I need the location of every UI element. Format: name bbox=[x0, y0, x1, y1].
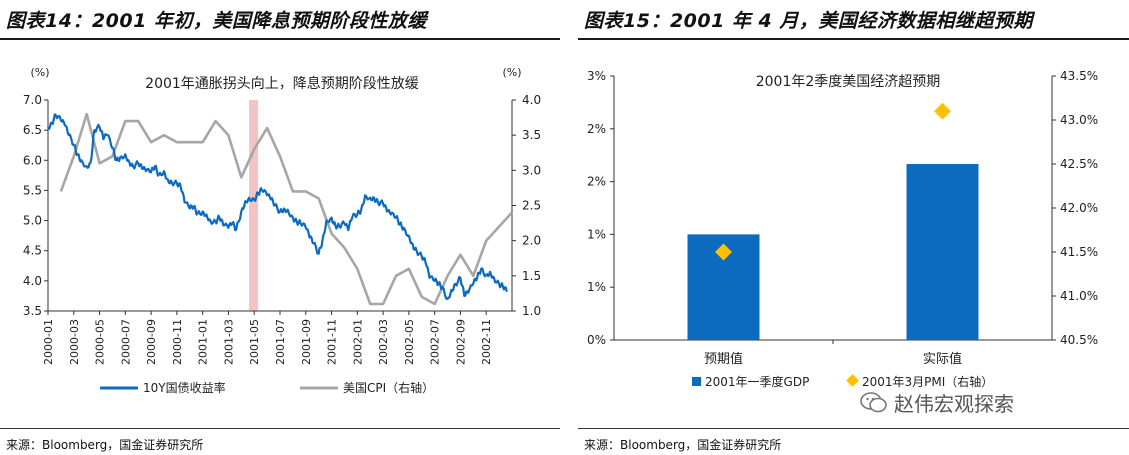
right-source: 来源：Bloomberg，国金证券研究所 bbox=[584, 438, 782, 452]
y-tick-label-left: 4.5 bbox=[23, 244, 42, 258]
y-tick-label-right: 42.5% bbox=[1060, 157, 1098, 171]
y-tick-label-right: 4.0 bbox=[522, 93, 541, 107]
right-bar-chart: 2001年2季度美国经济超预期 0% 1% 1% 2% 2% 3% 40.5% 41.0% 41… bbox=[587, 69, 1098, 389]
left-line-chart: 2001年通胀拐头向上，降息预期阶段性放缓 (%) (%) 3.5 4.0 4.5 5… bbox=[23, 66, 541, 395]
y-tick-label-left: 1% bbox=[587, 280, 606, 294]
left-axis-unit-right: (%) bbox=[502, 66, 521, 79]
x-tick-label: 2000-09 bbox=[145, 319, 158, 365]
left-source-rule bbox=[0, 428, 560, 429]
y-tick-label-left: 0% bbox=[587, 333, 606, 347]
left-figure-title: 图表14：2001 年初，美国降息预期阶段性放缓 bbox=[6, 10, 427, 32]
legend-label-10y: 10Y国债收益率 bbox=[143, 380, 226, 395]
right-chart-title: 2001年2季度美国经济超预期 bbox=[756, 74, 941, 90]
x-tick-label: 2002-11 bbox=[480, 319, 493, 365]
x-tick-label: 2001-11 bbox=[326, 319, 339, 365]
y-tick-label-right: 1.5 bbox=[522, 269, 541, 283]
x-tick-label: 2002-05 bbox=[403, 319, 416, 365]
pmi-diamond-marker bbox=[715, 243, 732, 261]
pmi-diamond-marker bbox=[934, 102, 951, 120]
x-tick-label: 2001-07 bbox=[274, 319, 287, 365]
x-category-label: 实际值 bbox=[923, 351, 962, 367]
y-tick-label-right: 1.0 bbox=[522, 304, 541, 318]
wechat-watermark: 赵伟宏观探索 bbox=[860, 388, 1014, 417]
x-tick-label: 2001-01 bbox=[197, 319, 210, 365]
y-tick-label-right: 43.5% bbox=[1060, 69, 1098, 83]
right-figure-title: 图表15：2001 年 4 月，美国经济数据相继超预期 bbox=[584, 10, 1033, 32]
x-tick-label: 2001-03 bbox=[222, 319, 235, 365]
y-tick-label-left: 3% bbox=[587, 69, 606, 83]
x-tick-label: 2002-07 bbox=[429, 319, 442, 365]
x-tick-label: 2002-03 bbox=[377, 319, 390, 365]
left-title-rule bbox=[0, 38, 560, 40]
left-chart-panel: 图表14：2001 年初，美国降息预期阶段性放缓 2001年通胀拐头向上，降息预… bbox=[0, 0, 560, 455]
y-tick-label-left: 7.0 bbox=[23, 93, 42, 107]
y-tick-label-right: 43.0% bbox=[1060, 113, 1098, 127]
watermark-text: 赵伟宏观探索 bbox=[894, 392, 1014, 416]
x-tick-label: 2000-01 bbox=[42, 319, 55, 365]
x-tick-label: 2002-09 bbox=[454, 319, 467, 365]
y-tick-label-right: 2.5 bbox=[522, 199, 541, 213]
y-tick-label-left: 5.5 bbox=[23, 183, 42, 197]
x-tick-label: 2000-03 bbox=[68, 319, 81, 365]
wechat-icon bbox=[860, 391, 887, 412]
left-source: 来源：Bloomberg，国金证券研究所 bbox=[6, 438, 204, 452]
y-tick-label-left: 6.0 bbox=[23, 153, 42, 167]
legend-swatch-pmi bbox=[846, 374, 859, 387]
y-tick-label-left: 6.5 bbox=[23, 123, 42, 137]
left-axis-unit-left: (%) bbox=[30, 66, 49, 79]
x-tick-label: 2002-01 bbox=[351, 319, 364, 365]
y-tick-label-left: 2% bbox=[587, 175, 606, 189]
legend-swatch-gdp bbox=[692, 377, 701, 386]
y-tick-label-left: 1% bbox=[587, 227, 606, 241]
y-tick-label-right: 41.0% bbox=[1060, 289, 1098, 303]
y-tick-label-right: 2.0 bbox=[522, 234, 541, 248]
x-tick-label: 2000-11 bbox=[171, 319, 184, 365]
y-tick-label-right: 3.0 bbox=[522, 163, 541, 177]
legend-label-cpi: 美国CPI（右轴） bbox=[343, 380, 434, 395]
y-tick-label-left: 3.5 bbox=[23, 304, 42, 318]
cpi-series-line bbox=[59, 112, 513, 306]
y-tick-label-left: 5.0 bbox=[23, 214, 42, 228]
x-tick-label: 2000-07 bbox=[119, 319, 132, 365]
x-category-label: 预期值 bbox=[704, 351, 743, 367]
y-tick-label-right: 3.5 bbox=[522, 128, 541, 142]
y-tick-label-left: 4.0 bbox=[23, 274, 42, 288]
left-chart-title: 2001年通胀拐头向上，降息预期阶段性放缓 bbox=[145, 75, 419, 92]
x-tick-label: 2000-05 bbox=[94, 319, 107, 365]
gdp-bar bbox=[906, 164, 979, 340]
treasury-10y-series-line bbox=[47, 113, 508, 300]
highlight-band bbox=[249, 100, 259, 311]
y-tick-label-right: 42.0% bbox=[1060, 201, 1098, 215]
y-tick-label-right: 40.5% bbox=[1060, 333, 1098, 347]
right-title-rule bbox=[578, 38, 1129, 40]
legend-label-gdp: 2001年一季度GDP bbox=[705, 374, 809, 389]
y-tick-label-right: 41.5% bbox=[1060, 245, 1098, 259]
right-chart-panel: 图表15：2001 年 4 月，美国经济数据相继超预期 2001年2季度美国经济… bbox=[578, 0, 1129, 455]
x-tick-label: 2001-05 bbox=[248, 319, 261, 365]
right-source-rule bbox=[578, 428, 1129, 429]
y-tick-label-left: 2% bbox=[587, 122, 606, 136]
legend-label-pmi: 2001年3月PMI（右轴） bbox=[862, 374, 993, 389]
x-tick-label: 2001-09 bbox=[300, 319, 313, 365]
